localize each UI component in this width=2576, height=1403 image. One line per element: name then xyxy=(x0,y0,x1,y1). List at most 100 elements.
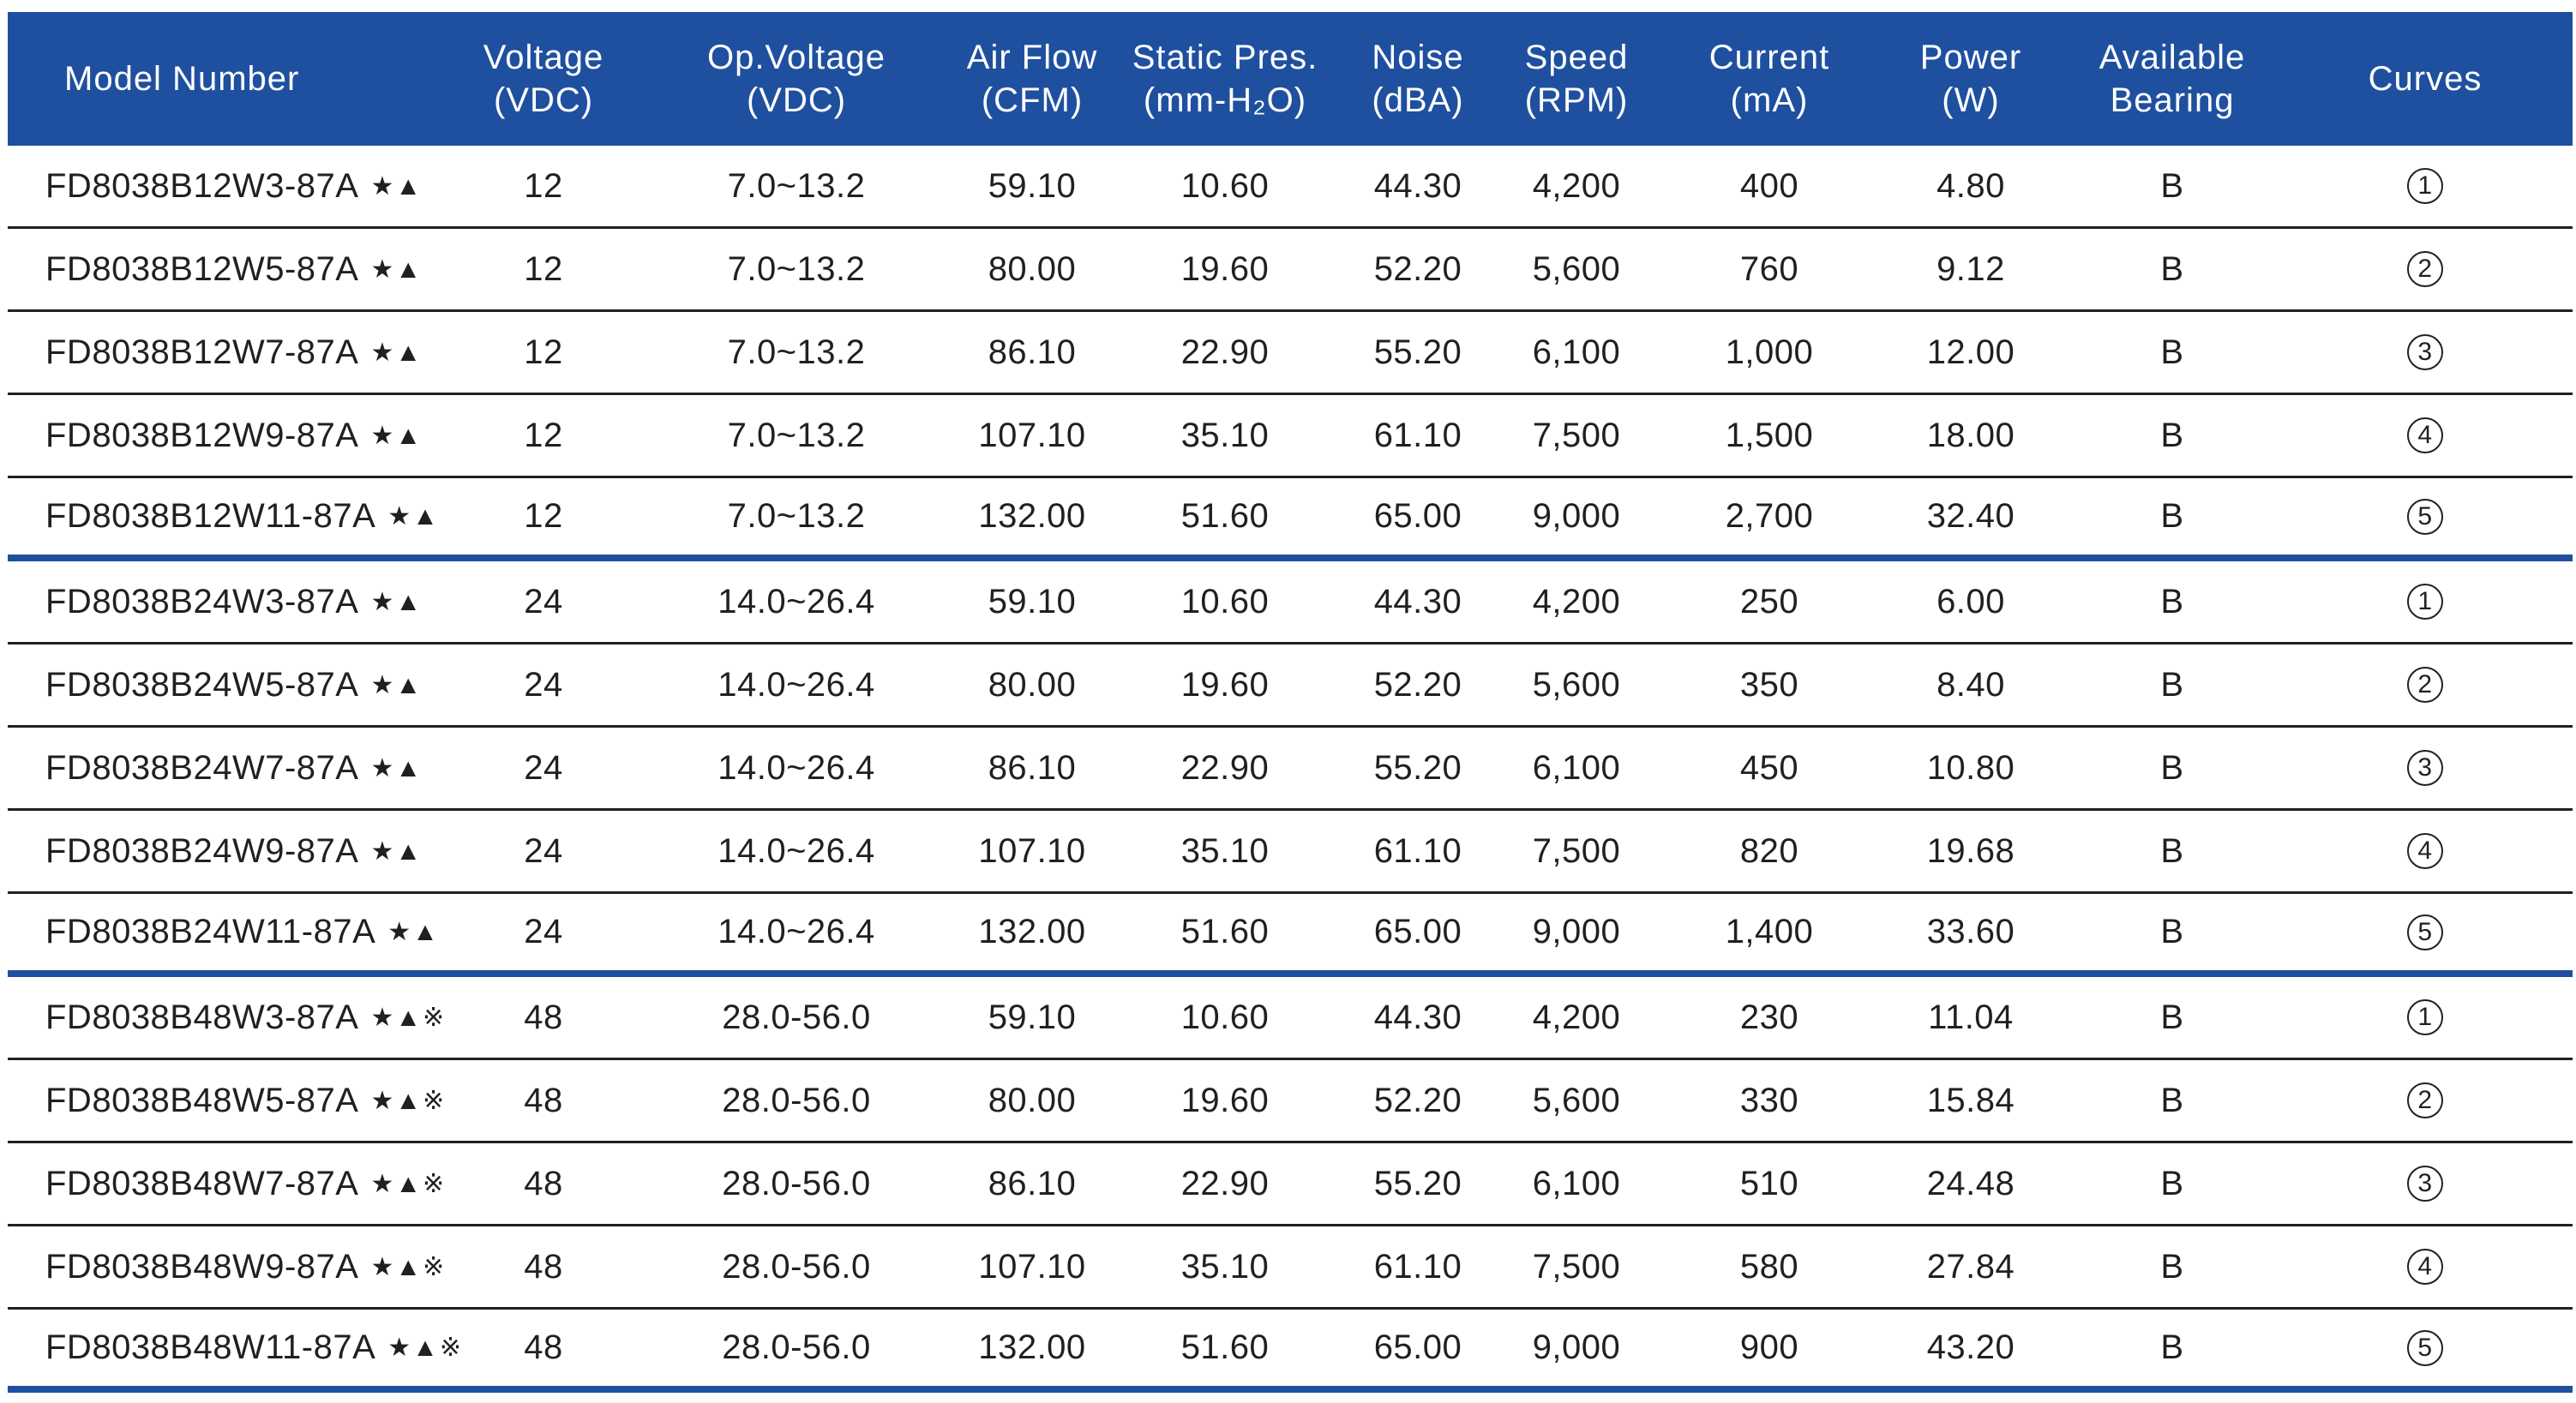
cell-model: FD8038B12W3-87A ★▲ xyxy=(8,146,491,226)
table-row: FD8038B48W11-87A ★▲※ 48 28.0-56.0 132.00 51.6… xyxy=(8,1310,2573,1393)
model-marks: ★▲ xyxy=(387,502,440,531)
cell-static-pres: 35.10 xyxy=(1180,831,1270,870)
cell-curve: 4 xyxy=(2279,811,2571,891)
curve-number: 3 xyxy=(2407,750,2443,786)
table-header: Model Number Voltage (VDC) Op.Voltage (VDC) A… xyxy=(8,12,2573,146)
cell-speed: 5,600 xyxy=(1532,1081,1621,1119)
cell-power: 11.04 xyxy=(1928,998,2014,1036)
model-number: FD8038B12W11-87A xyxy=(45,497,376,535)
cell-voltage: 24 xyxy=(524,748,563,787)
cell-voltage: 12 xyxy=(524,166,563,205)
cell-bearing: B xyxy=(2160,913,2184,950)
cell-op-voltage: 7.0~13.2 xyxy=(727,497,866,535)
table-row: FD8038B12W3-87A ★▲ 12 7.0~13.2 59.10 10.60 44.… xyxy=(8,146,2573,229)
cell-airflow: 80.00 xyxy=(988,1081,1077,1119)
cell-op-voltage: 7.0~13.2 xyxy=(727,333,866,371)
cell-noise: 61.10 xyxy=(1373,416,1462,454)
cell-speed: 6,100 xyxy=(1532,1164,1621,1202)
cell-bearing: B xyxy=(2160,665,2184,704)
cell-noise: 61.10 xyxy=(1373,831,1462,870)
cell-speed: 5,600 xyxy=(1532,249,1621,288)
cell-voltage: 24 xyxy=(524,831,563,870)
header-op-voltage: Op.Voltage (VDC) xyxy=(633,12,959,146)
model-number: FD8038B48W7-87A xyxy=(45,1164,359,1202)
header-op-voltage-line: (VDC) xyxy=(746,81,847,119)
cell-voltage: 48 xyxy=(524,1164,563,1202)
cell-model: FD8038B24W9-87A ★▲ xyxy=(8,811,491,891)
cell-speed: 7,500 xyxy=(1532,831,1621,870)
curve-number: 3 xyxy=(2407,1166,2443,1202)
cell-op-voltage: 28.0-56.0 xyxy=(722,1328,871,1366)
cell-airflow: 80.00 xyxy=(988,249,1077,288)
model-marks: ★▲ xyxy=(370,338,423,367)
cell-static-pres: 35.10 xyxy=(1180,416,1270,454)
cell-speed: 6,100 xyxy=(1532,748,1621,787)
model-marks: ★▲※ xyxy=(387,1334,463,1362)
cell-speed: 7,500 xyxy=(1532,1247,1621,1286)
curve-number: 2 xyxy=(2407,251,2443,287)
cell-bearing: B xyxy=(2160,582,2184,621)
cell-current: 350 xyxy=(1739,665,1799,704)
cell-voltage: 24 xyxy=(524,913,563,950)
spec-table: Model Number Voltage (VDC) Op.Voltage (VDC) A… xyxy=(8,12,2573,1393)
model-marks: ★▲※ xyxy=(370,1003,447,1032)
cell-current: 1,500 xyxy=(1725,416,1814,454)
cell-op-voltage: 14.0~26.4 xyxy=(718,913,875,950)
cell-airflow: 86.10 xyxy=(988,748,1077,787)
cell-noise: 55.20 xyxy=(1373,1164,1462,1202)
curve-number: 5 xyxy=(2407,1329,2443,1366)
cell-speed: 9,000 xyxy=(1532,497,1621,535)
model-marks: ★▲※ xyxy=(370,1252,447,1281)
header-speed: Speed (RPM) xyxy=(1491,12,1662,146)
header-bearing-line: Available xyxy=(2099,39,2246,76)
table-row: FD8038B24W5-87A ★▲ 24 14.0~26.4 80.00 19.60 52… xyxy=(8,645,2573,728)
cell-noise: 44.30 xyxy=(1373,998,1462,1036)
header-bearing-line: Bearing xyxy=(2110,81,2235,119)
table-row: FD8038B12W7-87A ★▲ 12 7.0~13.2 86.10 22.90 55.… xyxy=(8,312,2573,395)
cell-noise: 52.20 xyxy=(1373,665,1462,704)
cell-static-pres: 51.60 xyxy=(1180,913,1270,950)
cell-speed: 7,500 xyxy=(1532,416,1621,454)
cell-bearing: B xyxy=(2160,166,2184,205)
model-marks: ★▲ xyxy=(370,421,423,450)
cell-voltage: 24 xyxy=(524,665,563,704)
cell-power: 32.40 xyxy=(1926,497,2015,535)
table-row: FD8038B24W3-87A ★▲ 24 14.0~26.4 59.10 10.60 44… xyxy=(8,561,2573,645)
curve-number: 3 xyxy=(2407,334,2443,370)
model-number: FD8038B12W3-87A xyxy=(45,166,359,205)
cell-static-pres: 22.90 xyxy=(1180,333,1270,371)
header-bearing: Available Bearing xyxy=(2065,12,2279,146)
cell-bearing: B xyxy=(2160,1164,2184,1202)
cell-speed: 4,200 xyxy=(1532,166,1621,205)
cell-model: FD8038B48W9-87A ★▲※ xyxy=(8,1226,491,1307)
header-airflow: Air Flow (CFM) xyxy=(959,12,1105,146)
cell-current: 1,400 xyxy=(1725,913,1814,950)
model-number: FD8038B12W9-87A xyxy=(45,416,359,454)
cell-model: FD8038B24W11-87A ★▲ xyxy=(8,894,491,970)
header-voltage: Voltage (VDC) xyxy=(453,12,633,146)
cell-static-pres: 10.60 xyxy=(1180,582,1270,621)
model-number: FD8038B24W3-87A xyxy=(45,582,359,621)
cell-voltage: 12 xyxy=(524,497,563,535)
table-row: FD8038B24W11-87A ★▲ 24 14.0~26.4 132.00 51.60… xyxy=(8,894,2573,977)
cell-curve: 2 xyxy=(2279,229,2571,309)
cell-current: 580 xyxy=(1739,1247,1799,1286)
cell-model: FD8038B12W7-87A ★▲ xyxy=(8,312,491,393)
cell-noise: 65.00 xyxy=(1373,497,1462,535)
cell-model: FD8038B48W7-87A ★▲※ xyxy=(8,1143,491,1224)
cell-noise: 61.10 xyxy=(1373,1247,1462,1286)
model-number: FD8038B48W5-87A xyxy=(45,1081,359,1119)
cell-curve: 4 xyxy=(2279,1226,2571,1307)
model-marks: ★▲ xyxy=(370,255,423,284)
cell-bearing: B xyxy=(2160,1328,2184,1366)
cell-current: 2,700 xyxy=(1725,497,1814,535)
cell-model: FD8038B12W9-87A ★▲ xyxy=(8,395,491,476)
cell-power: 15.84 xyxy=(1926,1081,2015,1119)
cell-power: 19.68 xyxy=(1926,831,2015,870)
cell-noise: 52.20 xyxy=(1373,249,1462,288)
header-noise-line: (dBA) xyxy=(1372,81,1464,119)
header-op-voltage-line: Op.Voltage xyxy=(707,39,886,76)
header-current: Current (mA) xyxy=(1662,12,1876,146)
model-marks: ★▲ xyxy=(370,670,423,699)
cell-noise: 52.20 xyxy=(1373,1081,1462,1119)
